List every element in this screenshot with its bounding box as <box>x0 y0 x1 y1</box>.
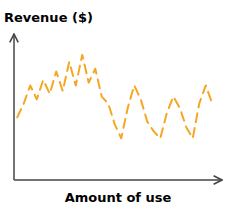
plot-area <box>17 55 212 138</box>
x-axis <box>14 179 222 181</box>
y-axis <box>13 34 15 180</box>
y-axis-label: Revenue ($) <box>4 10 93 25</box>
chart: Revenue ($) Amount of use <box>0 0 234 214</box>
x-axis-label: Amount of use <box>65 190 172 205</box>
line <box>17 55 212 138</box>
